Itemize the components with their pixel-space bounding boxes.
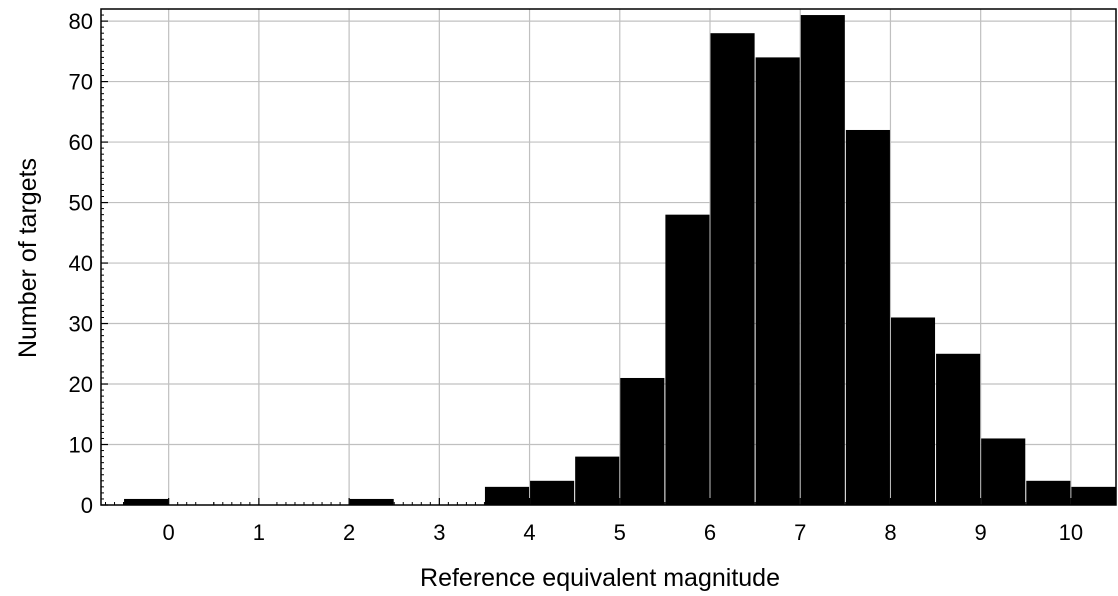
histogram-bar — [575, 456, 620, 505]
x-tick-label: 8 — [884, 520, 896, 545]
x-tick-label: 10 — [1059, 520, 1083, 545]
axis-ticks — [101, 8, 1108, 506]
histogram-bar — [665, 214, 710, 505]
x-tick-labels: 0 1 2 3 4 5 6 7 8 9 10 — [163, 520, 1084, 545]
x-tick-label: 5 — [614, 520, 626, 545]
y-axis-title: Number of targets — [14, 158, 42, 358]
y-tick-label: 0 — [81, 493, 93, 518]
y-tick-label: 10 — [69, 433, 93, 458]
histogram-bar — [484, 486, 530, 505]
x-tick-label: 1 — [253, 520, 265, 545]
histogram-bar — [620, 377, 665, 505]
x-tick-label: 4 — [523, 520, 535, 545]
histogram-bar — [1026, 480, 1071, 505]
histogram-bar — [755, 57, 800, 505]
y-tick-label: 20 — [69, 372, 93, 397]
histogram-bar — [1071, 486, 1116, 505]
histogram-bar — [936, 353, 981, 505]
y-tick-label: 30 — [69, 312, 93, 337]
y-tick-label: 80 — [69, 9, 93, 34]
x-tick-label: 0 — [163, 520, 175, 545]
histogram-bar — [530, 480, 575, 505]
histogram-bar — [124, 498, 169, 505]
histogram-bar — [845, 129, 890, 505]
y-tick-label: 70 — [69, 70, 93, 95]
x-tick-label: 9 — [975, 520, 987, 545]
histogram-bar — [349, 498, 394, 505]
x-tick-label: 6 — [704, 520, 716, 545]
histogram-bar — [890, 317, 936, 505]
histogram-bars — [124, 15, 1116, 506]
y-tick-label: 40 — [69, 251, 93, 276]
histogram-bar — [710, 33, 755, 505]
y-tick-label: 60 — [69, 130, 93, 155]
x-tick-label: 2 — [343, 520, 355, 545]
x-tick-label: 7 — [794, 520, 806, 545]
x-axis-title: Reference equivalent magnitude — [420, 564, 780, 592]
y-tick-label: 50 — [69, 191, 93, 216]
histogram-bar — [800, 15, 845, 506]
histogram-bar — [981, 438, 1026, 505]
y-tick-labels: 0 10 20 30 40 50 60 70 80 — [69, 9, 93, 518]
x-tick-label: 3 — [433, 520, 445, 545]
